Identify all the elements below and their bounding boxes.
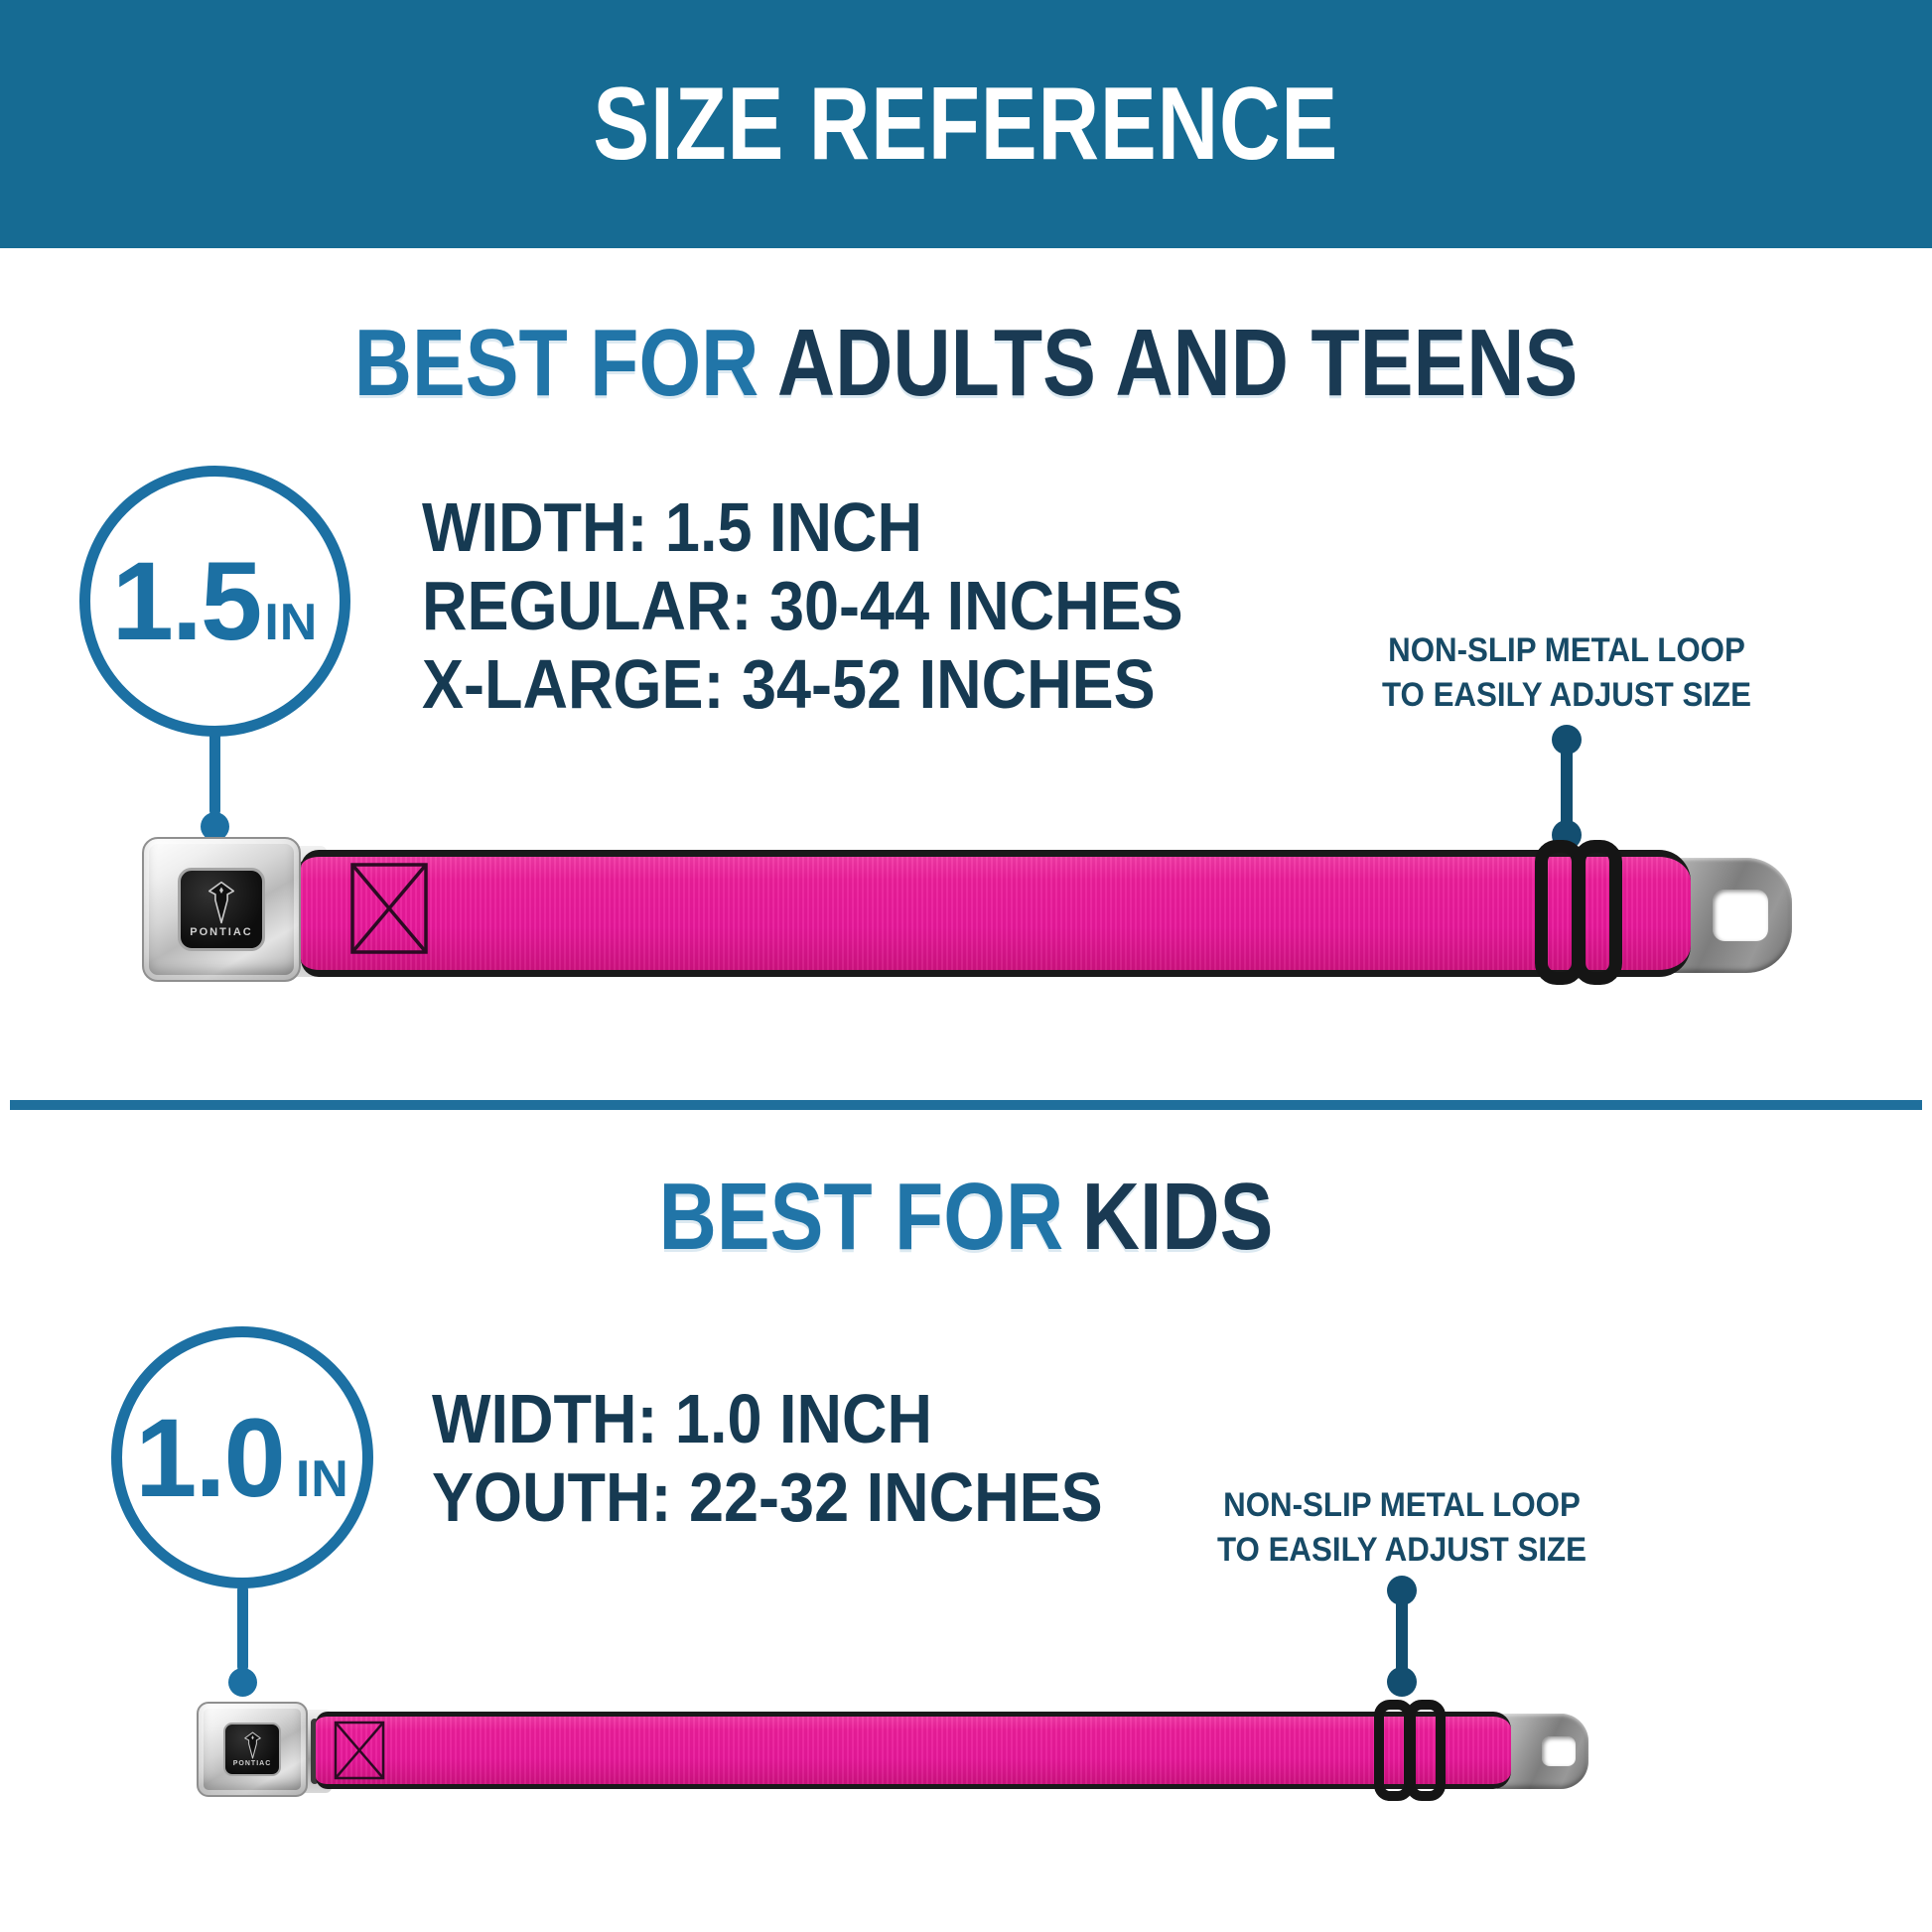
size-specs-adults: WIDTH: 1.5 INCH REGULAR: 30-44 INCHES X-… [422, 488, 1183, 724]
callout-line: NON-SLIP METAL LOOP [1223, 1486, 1581, 1524]
spec-line: X-LARGE: 34-52 INCHES [422, 645, 1156, 723]
width-badge-label: 1.5 IN [112, 537, 319, 665]
width-value: 1.5 [111, 539, 263, 663]
badge-connector-dot [228, 1668, 257, 1697]
width-value: 1.0 [135, 1395, 286, 1520]
metal-loop-callout-kids: NON-SLIP METAL LOOP TO EASILY ADJUST SIZ… [1201, 1483, 1603, 1573]
width-badge-kids: 1.0 IN [111, 1326, 373, 1588]
header-band: SIZE REFERENCE [0, 0, 1932, 248]
callout-pointer-line [1561, 735, 1573, 834]
section-divider [10, 1100, 1922, 1110]
heading-accent-text: BEST FOR [658, 1164, 1064, 1270]
callout-pointer-dot [1552, 725, 1582, 755]
width-badge-adults: 1.5 IN [79, 466, 350, 737]
metal-loop-callout-adults: NON-SLIP METAL LOOP TO EASILY ADJUST SIZ… [1366, 628, 1768, 718]
heading-adults: BEST FOR ADULTS AND TEENS [155, 316, 1778, 411]
tab-hole [1542, 1736, 1576, 1766]
badge-connector-line [237, 1585, 248, 1672]
heading-kids: BEST FOR KIDS [155, 1170, 1778, 1265]
buckle-brand-text: PONTIAC [190, 926, 253, 938]
callout-line: TO EASILY ADJUST SIZE [1217, 1531, 1587, 1569]
stitch-box-icon [350, 863, 428, 954]
buckle-brand-text: PONTIAC [232, 1760, 272, 1767]
width-unit: IN [295, 1449, 349, 1508]
callout-pointer-dot [1387, 1576, 1417, 1605]
loop-ring [1406, 1700, 1446, 1801]
callout-line: TO EASILY ADJUST SIZE [1382, 676, 1751, 714]
tab-hole [1713, 890, 1768, 941]
metal-loop-adjuster [1535, 840, 1624, 985]
callout-pointer-line [1396, 1587, 1408, 1686]
buckle-face: PONTIAC [223, 1723, 281, 1776]
seatbelt-buckle: PONTIAC [197, 1702, 308, 1797]
spec-line: YOUTH: 22-32 INCHES [432, 1458, 1103, 1536]
callout-line: NON-SLIP METAL LOOP [1388, 631, 1745, 669]
page-title: SIZE REFERENCE [593, 66, 1339, 182]
badge-connector-dot [201, 812, 229, 841]
width-badge-label: 1.0 IN [135, 1394, 349, 1522]
stitch-box-icon [334, 1721, 385, 1780]
pontiac-logo-icon [243, 1731, 261, 1759]
callout-pointer-dot [1387, 1667, 1417, 1697]
heading-accent-text: BEST FOR [353, 310, 759, 416]
spec-line: WIDTH: 1.0 INCH [432, 1380, 932, 1457]
belt-strap-kids [316, 1712, 1511, 1789]
seatbelt-buckle: PONTIAC [142, 837, 301, 982]
size-specs-kids: WIDTH: 1.0 INCH YOUTH: 22-32 INCHES [432, 1380, 1103, 1537]
buckle-face: PONTIAC [178, 868, 265, 951]
spec-line: REGULAR: 30-44 INCHES [422, 567, 1183, 644]
loop-ring [1573, 840, 1622, 985]
heading-rest-text: KIDS [1081, 1164, 1274, 1270]
heading-rest-text: ADULTS AND TEENS [776, 310, 1579, 416]
spec-line: WIDTH: 1.5 INCH [422, 488, 922, 566]
width-unit: IN [264, 594, 319, 651]
badge-connector-line [209, 731, 220, 816]
metal-loop-adjuster [1374, 1700, 1448, 1801]
buckle-slot [311, 1719, 319, 1784]
belt-strap-adults [301, 850, 1691, 977]
pontiac-logo-icon [207, 881, 235, 924]
